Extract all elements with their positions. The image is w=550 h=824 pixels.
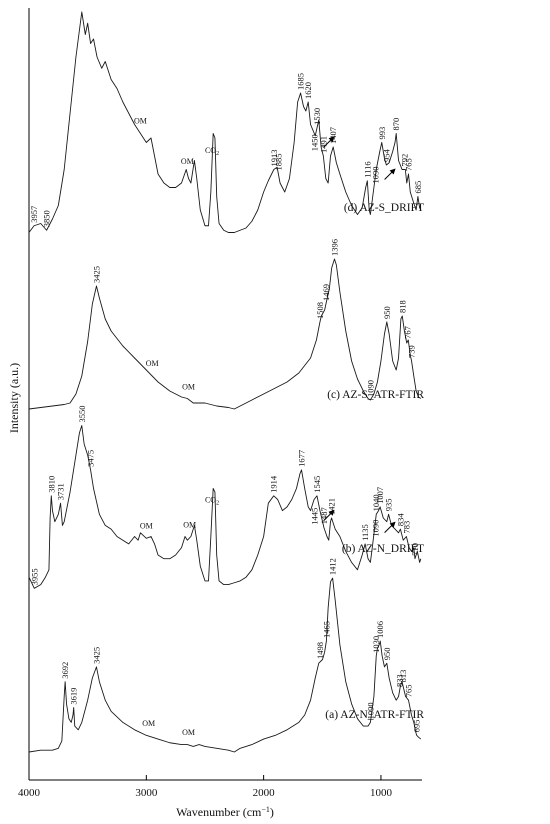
annotation-36: 3475 bbox=[86, 450, 96, 467]
annotation-62: 1090 bbox=[365, 702, 375, 719]
series-label-4: (a) AZ-N_ATR-FTIR bbox=[325, 709, 424, 721]
annotation-42: 1545 bbox=[312, 476, 322, 493]
spectra bbox=[28, 11, 422, 753]
annotation-10: 1491 bbox=[318, 136, 328, 153]
annotation-20: 685 bbox=[413, 181, 423, 194]
annotation-65: 950 bbox=[382, 647, 392, 660]
spectrum-line-4 bbox=[28, 577, 422, 753]
annotation-9: 1530 bbox=[312, 108, 322, 125]
annotation-1: 3850 bbox=[42, 210, 52, 227]
x-axis-label: Wavenumber (cm−1) bbox=[176, 805, 274, 819]
annotation-27: 1090 bbox=[365, 380, 375, 397]
arrow-head-47 bbox=[389, 521, 396, 528]
annotation-44: 1421 bbox=[327, 498, 337, 515]
annotation-68: 765 bbox=[404, 684, 414, 697]
annotation-40: 1914 bbox=[269, 475, 279, 493]
annotation-13: 1116 bbox=[362, 161, 372, 177]
x-tick-label-1000: 1000 bbox=[370, 787, 393, 799]
annotation-2: OM bbox=[134, 117, 147, 126]
annotation-54: 3692 bbox=[60, 662, 70, 679]
annotation-22: OM bbox=[146, 359, 159, 368]
x-tick-label-2000: 2000 bbox=[253, 787, 276, 799]
annotation-56: 3425 bbox=[91, 647, 101, 664]
annotation-21: 3425 bbox=[91, 266, 101, 283]
series-label-2: (c) AZ-S_ATR-FTIR bbox=[327, 389, 424, 401]
annotation-31: 739 bbox=[407, 345, 417, 358]
annotation-25: 1469 bbox=[321, 284, 331, 301]
annotation-32: 3955 bbox=[29, 568, 39, 585]
annotation-64: 1006 bbox=[375, 621, 385, 638]
x-axis-label-main: Wavenumber (cm bbox=[176, 805, 262, 819]
annotation-19: 765 bbox=[404, 158, 414, 171]
annotation-29: 818 bbox=[397, 300, 407, 313]
annotation-59: 1498 bbox=[315, 642, 325, 659]
y-axis-label: Intensity (a.u.) bbox=[7, 363, 21, 433]
annotation-30: 767 bbox=[402, 326, 412, 339]
annotation-24: 1508 bbox=[315, 302, 325, 319]
annotation-61: 1412 bbox=[328, 558, 338, 575]
annotation-6: 1885 bbox=[273, 154, 283, 171]
spectrum-line-2 bbox=[28, 258, 422, 410]
annotation-66: 833 bbox=[395, 674, 405, 687]
annotation-51: 834 bbox=[395, 513, 405, 527]
arrows bbox=[323, 136, 396, 533]
spectrum-line-1 bbox=[28, 11, 422, 233]
annotation-34: 3731 bbox=[56, 483, 66, 500]
annotation-17: 870 bbox=[391, 118, 401, 131]
annotation-41: 1677 bbox=[297, 450, 307, 467]
series-labels: (d) AZ-S_DRIFT (c) AZ-S_ATR-FTIR (b) AZ-N_… bbox=[325, 202, 424, 721]
annotation-15: 993 bbox=[377, 127, 387, 140]
x-ticks: 4000 3000 2000 1000 bbox=[18, 775, 392, 799]
x-tick-label-4000: 4000 bbox=[18, 787, 41, 799]
series-label-1: (d) AZ-S_DRIFT bbox=[344, 202, 424, 214]
annotation-37: OM bbox=[140, 521, 153, 530]
annotation-0: 3957 bbox=[29, 206, 39, 223]
spectrum-line-3 bbox=[28, 425, 422, 589]
annotation-3: OM bbox=[181, 157, 194, 166]
annotation-45: 1445 bbox=[310, 508, 320, 525]
annotation-23: OM bbox=[182, 382, 195, 391]
annotation-8: 1620 bbox=[303, 82, 313, 99]
annotation-5: 1913 bbox=[269, 150, 279, 167]
annotation-69: 695 bbox=[412, 720, 422, 733]
annotation-60: 1465 bbox=[321, 621, 331, 638]
annotation-18: 792 bbox=[399, 154, 409, 167]
arrow-head-14 bbox=[389, 168, 396, 175]
annotation-26: 1396 bbox=[329, 239, 339, 256]
annotation-67: 813 bbox=[398, 670, 408, 683]
annotation-52: 783 bbox=[401, 521, 411, 534]
annotation-16: 954 bbox=[381, 149, 391, 163]
annotation-47: 1090 bbox=[371, 520, 381, 537]
annotation-7: 1685 bbox=[296, 73, 306, 90]
annotation-63: 1030 bbox=[371, 636, 381, 653]
arrow-head-12 bbox=[328, 136, 335, 143]
series-label-3: (b) AZ-N_DRIFT bbox=[342, 543, 424, 555]
annotation-35: 3550 bbox=[77, 406, 87, 423]
annotation-53: 710 bbox=[410, 543, 420, 556]
annotation-12: 1450 bbox=[310, 134, 320, 151]
annotation-50: 935 bbox=[384, 499, 394, 512]
annotation-55: 3619 bbox=[69, 688, 79, 705]
annotation-33: 3810 bbox=[46, 476, 56, 493]
annotation-49: 1007 bbox=[375, 487, 385, 504]
annotation-38: OM bbox=[183, 521, 196, 530]
annotation-57: OM bbox=[142, 719, 155, 728]
arrow-head-45 bbox=[328, 509, 335, 516]
axes bbox=[28, 8, 422, 781]
annotation-4: CO2 bbox=[205, 146, 219, 157]
x-axis-label-unit-sup: −1 bbox=[261, 805, 270, 814]
annotation-39: CO2 bbox=[205, 495, 219, 506]
annotation-11: 1407 bbox=[328, 127, 338, 144]
annotation-48: 1040 bbox=[371, 494, 381, 511]
annotation-46: 1135 bbox=[360, 524, 370, 541]
annotation-58: OM bbox=[182, 728, 195, 737]
annotation-43: 1487 bbox=[319, 507, 329, 524]
annotation-14: 1090 bbox=[371, 167, 381, 184]
x-tick-label-3000: 3000 bbox=[135, 787, 158, 799]
annotation-28: 950 bbox=[382, 306, 392, 319]
x-axis-label-end: ) bbox=[270, 805, 274, 819]
